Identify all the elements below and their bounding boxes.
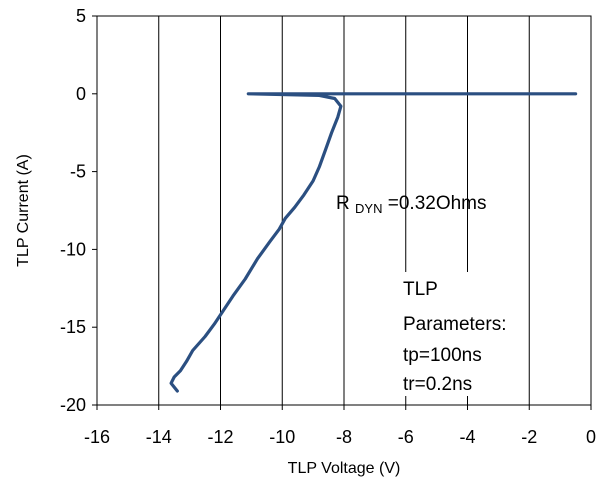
y-tick-label: -20 (60, 395, 86, 415)
y-tick-label: -5 (70, 162, 86, 182)
vertical-gridlines (158, 16, 530, 405)
x-tick-label: -8 (336, 427, 352, 447)
rdyn-annotation: R DYN =0.32Ohms (336, 193, 487, 216)
x-tick-label: -14 (146, 427, 172, 447)
y-tick-label: -15 (60, 317, 86, 337)
x-tick-label: -10 (269, 427, 295, 447)
parameters-line-3: tp=100ns (403, 345, 482, 366)
rdyn-value: =0.32Ohms (388, 193, 487, 214)
x-tick-label: -6 (398, 427, 414, 447)
series-line (169, 92, 578, 393)
x-tick-label: -4 (459, 427, 475, 447)
rdyn-prefix: R (336, 193, 350, 214)
x-axis-title: TLP Voltage (V) (288, 460, 401, 477)
rdyn-subscript: DYN (355, 201, 382, 216)
x-tick-label: -12 (207, 427, 233, 447)
series-layer (169, 92, 578, 393)
parameters-background (384, 272, 516, 396)
tick-labels: -16 -14 -12 -10 -8 -6 -4 -2 0-20-15-10-505 (60, 6, 596, 447)
parameters-line-2: Parameters: (403, 314, 506, 335)
y-tick-label: -10 (60, 239, 86, 259)
x-tick-label: -2 (521, 427, 537, 447)
parameters-line-1: TLP (403, 279, 438, 300)
x-tick-label: 0 (586, 427, 596, 447)
parameters-line-4: tr=0.2ns (403, 374, 472, 395)
x-tick-label: -16 (84, 427, 110, 447)
y-tick-label: 0 (76, 84, 86, 104)
y-axis-title: TLP Current (A) (15, 154, 32, 267)
y-tick-label: 5 (76, 6, 86, 26)
